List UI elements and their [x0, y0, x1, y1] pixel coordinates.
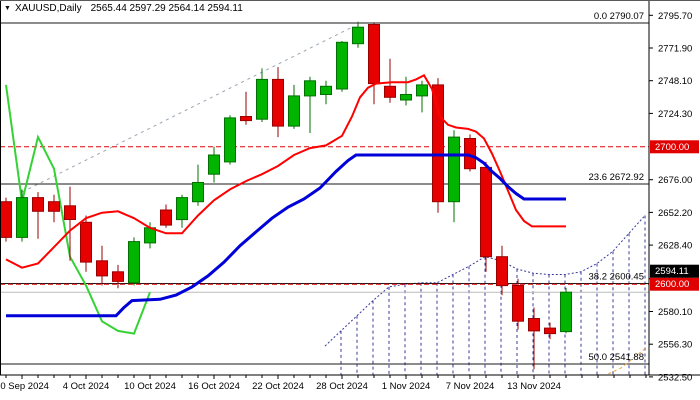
fib-label-23.6: 23.6 2672.92	[589, 172, 644, 183]
candle-body	[496, 256, 508, 287]
candle-body	[192, 182, 204, 203]
ma-fast-red-line	[5, 73, 566, 269]
y-tick-label: 2676.00	[658, 175, 692, 186]
candle-body	[368, 24, 380, 85]
x-axis-label: 22 Oct 2024	[252, 381, 304, 392]
trendline-dashed	[21, 26, 353, 193]
candle-body	[32, 197, 44, 212]
x-axis: 30 Sep 2024 4 Oct 2024 10 Oct 2024 16 Oct 2…	[0, 375, 647, 392]
candle-body	[160, 209, 172, 226]
candle-body	[240, 116, 252, 122]
candle-body	[272, 78, 284, 127]
candlesticks	[0, 21, 572, 370]
candle-body	[512, 285, 524, 322]
x-axis-label: 28 Oct 2024	[316, 381, 368, 392]
candle-body	[80, 221, 92, 263]
candle-body	[224, 117, 236, 163]
price-badge-bg	[650, 264, 699, 278]
candle-body	[528, 318, 540, 332]
candle-body	[320, 85, 332, 96]
candle-body	[352, 26, 364, 45]
price-badge-2600.00: 2600.00	[650, 277, 699, 291]
price-badge-bg	[650, 277, 699, 291]
candle-body	[208, 154, 220, 175]
candle-body	[336, 41, 348, 90]
price-badge-bg	[650, 140, 699, 154]
y-tick-label: 2795.70	[658, 11, 692, 22]
x-axis-label: 10 Oct 2024	[124, 381, 176, 392]
candle-body	[448, 136, 460, 203]
candle-body	[384, 85, 396, 98]
x-axis-label: 13 Nov 2024	[507, 381, 561, 392]
plot-area	[0, 21, 649, 375]
y-tick-label: 2556.30	[658, 340, 692, 351]
price-badge-label: 2600.00	[655, 279, 689, 290]
candle-body	[480, 166, 492, 258]
price-badge-2594.11: 2594.11	[650, 264, 699, 278]
y-tick-label: 2724.30	[658, 109, 692, 120]
candle-body	[96, 260, 108, 277]
fib-label-38.2: 38.2 2600.45	[589, 272, 644, 283]
chart-ohlc-values: 2565.44 2597.29 2564.14 2594.11	[90, 3, 243, 14]
y-tick-label: 2748.10	[658, 76, 692, 87]
cloud-boundary-line	[324, 215, 646, 347]
x-axis-label: 16 Oct 2024	[188, 381, 240, 392]
x-axis-label: 4 Oct 2024	[63, 381, 109, 392]
candle-body	[16, 197, 28, 238]
candle-body	[288, 95, 300, 127]
candle-body	[432, 84, 444, 203]
price-badge-label: 2594.11	[655, 266, 689, 277]
candle-body	[256, 78, 268, 120]
candle-body	[560, 291, 572, 333]
y-tick-label: 2652.20	[658, 208, 692, 219]
ma-slow-blue-line	[6, 153, 566, 318]
x-axis-label: 30 Sep 2024	[0, 381, 49, 392]
candle-body	[112, 271, 124, 282]
y-tick-label: 2628.40	[658, 241, 692, 252]
y-tick-label: 2580.10	[658, 307, 692, 318]
fib-label-50.0: 50.0 2541.88	[589, 352, 644, 363]
candle-body	[544, 327, 556, 335]
candle-body	[128, 241, 140, 284]
candle-body	[416, 84, 428, 97]
chart-title: ▼ XAUUSD,Daily 2565.44 2597.29 2564.14 259…	[4, 3, 243, 14]
y-tick-label: 2532.50	[658, 372, 692, 383]
fib-label-0.0: 0.0 2790.07	[594, 11, 644, 22]
price-badge-2700.00: 2700.00	[650, 140, 699, 154]
y-tick-label: 2771.90	[658, 44, 692, 55]
chart-symbol-timeframe: XAUUSD,Daily	[14, 3, 82, 14]
symbol-dropdown-icon[interactable]: ▼	[4, 5, 11, 12]
candle-body	[64, 205, 76, 221]
candle-body	[48, 201, 60, 212]
chikou-span-line	[5, 84, 151, 335]
x-axis-label: 7 Nov 2024	[446, 381, 495, 392]
candle-body	[304, 80, 316, 97]
candle-body	[176, 197, 188, 221]
price-badge-label: 2700.00	[655, 142, 689, 153]
candle-body	[400, 94, 412, 101]
candle-body	[0, 201, 12, 238]
x-axis-label: 1 Nov 2024	[382, 381, 431, 392]
